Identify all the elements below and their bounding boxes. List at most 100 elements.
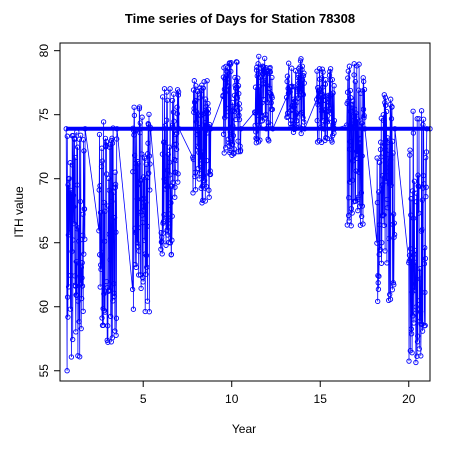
data-point (297, 58, 304, 64)
data-point (206, 194, 212, 200)
data-point (169, 97, 176, 104)
data-point (301, 70, 307, 76)
data-point (174, 104, 180, 110)
data-point (357, 222, 364, 228)
data-point (381, 92, 387, 98)
data-point (141, 195, 147, 202)
x-tick-label: 15 (314, 392, 328, 406)
data-point (113, 229, 119, 235)
data-point (355, 196, 361, 202)
data-point (377, 146, 384, 153)
data-point (141, 207, 147, 213)
data-point (173, 131, 179, 138)
data-point (109, 335, 115, 341)
data-point (391, 220, 397, 226)
data-point (78, 236, 84, 243)
data-point (205, 100, 211, 107)
data-point (65, 284, 72, 290)
data-point (417, 308, 424, 315)
data-point (418, 108, 425, 114)
data-point (345, 98, 351, 105)
data-point (414, 190, 420, 196)
data-point (376, 273, 382, 279)
data-point (385, 168, 392, 175)
data-point (225, 136, 231, 142)
data-point (374, 199, 381, 206)
data-point (326, 99, 332, 106)
data-point (389, 138, 396, 144)
data-point (78, 325, 84, 332)
data-point (160, 218, 167, 225)
data-point (413, 199, 420, 205)
data-point (352, 78, 358, 85)
data-point (107, 287, 113, 294)
data-point (384, 260, 390, 266)
data-point (349, 101, 355, 108)
data-point (194, 131, 200, 138)
data-point (380, 181, 386, 188)
data-point (358, 190, 365, 196)
data-point (102, 135, 109, 142)
data-point (386, 137, 392, 143)
data-point (106, 231, 112, 237)
y-tick-label: 65 (37, 236, 51, 250)
data-point (147, 126, 154, 132)
data-point (136, 272, 142, 278)
data-point (256, 84, 263, 90)
data-point (81, 206, 88, 212)
data-point (347, 87, 354, 94)
data-point (380, 112, 386, 118)
data-point (235, 75, 241, 81)
data-point (409, 256, 415, 262)
data-point (197, 95, 203, 101)
data-point (291, 96, 297, 102)
data-point (80, 308, 86, 314)
data-point (175, 171, 181, 177)
data-point (159, 151, 166, 157)
data-point (134, 126, 140, 133)
data-point (258, 69, 265, 75)
data-point (204, 78, 210, 84)
data-point (140, 219, 146, 226)
data-point (111, 290, 117, 296)
data-point (74, 129, 80, 135)
data-point (140, 204, 147, 210)
data-point (414, 339, 421, 345)
data-point (138, 285, 144, 292)
data-point (131, 152, 138, 159)
data-point (386, 235, 392, 242)
data-point (163, 183, 169, 189)
data-point (331, 117, 338, 124)
data-point (166, 207, 172, 213)
data-point (388, 96, 394, 102)
data-point (420, 116, 427, 122)
data-point (202, 185, 208, 191)
data-point (350, 158, 356, 164)
data-point (159, 251, 165, 257)
data-point (236, 90, 242, 97)
data-point (293, 112, 299, 118)
data-point (173, 141, 179, 147)
data-point (326, 72, 333, 78)
data-point (73, 329, 79, 335)
data-point (351, 72, 357, 78)
data-point (329, 139, 335, 145)
data-point (111, 293, 117, 299)
data-point (330, 90, 336, 96)
data-point (376, 189, 382, 195)
data-point (348, 223, 354, 229)
data-point (328, 110, 334, 116)
data-point (238, 126, 244, 132)
data-point (300, 92, 306, 98)
data-point (196, 124, 203, 131)
data-point (376, 251, 382, 258)
x-axis-label: Year (232, 422, 256, 436)
data-point (139, 114, 145, 120)
data-point (234, 59, 240, 65)
data-point (103, 143, 109, 150)
data-point (351, 123, 358, 129)
data-point (252, 84, 259, 90)
data-point (408, 196, 414, 202)
data-point (228, 68, 234, 75)
data-point (421, 261, 428, 267)
